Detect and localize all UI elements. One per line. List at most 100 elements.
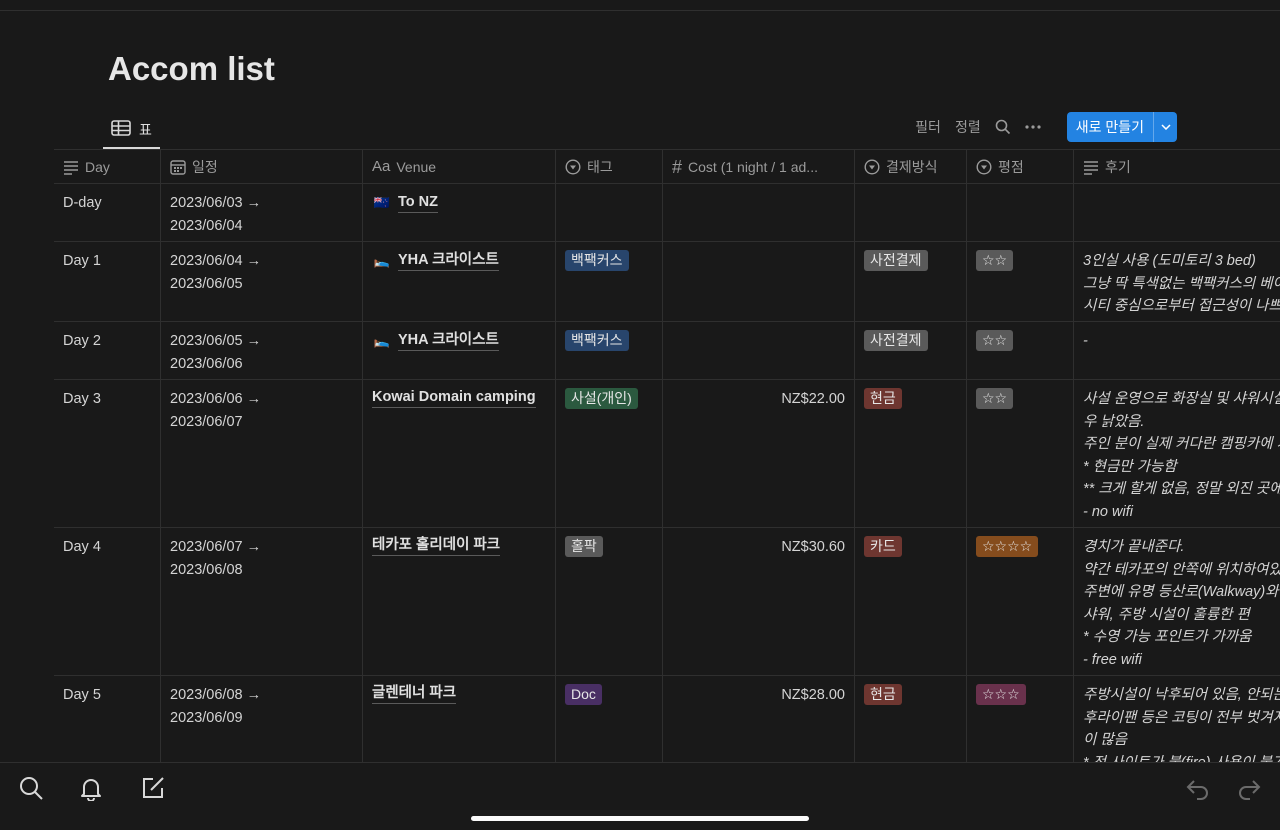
cell-rating[interactable]: ☆☆☆ <box>967 676 1074 795</box>
cell-payment[interactable]: 사전결제 <box>855 322 967 379</box>
column-header-rating[interactable]: 평점 <box>967 150 1074 183</box>
search-icon[interactable] <box>18 775 44 806</box>
cell-day[interactable]: Day 1 <box>54 242 161 321</box>
cell-cost[interactable]: NZ$22.00 <box>663 380 855 527</box>
redo-icon[interactable] <box>1236 775 1262 806</box>
venue-link[interactable]: 글렌테너 파크 <box>372 684 546 704</box>
venue-link[interactable]: 🛌 YHA 크라이스트 <box>372 250 546 273</box>
date-start: 2023/06/05 → <box>170 333 262 349</box>
cell-payment[interactable]: 현금 <box>855 676 967 795</box>
cell-cost[interactable] <box>663 242 855 321</box>
cell-tag[interactable]: 홀팍 <box>556 528 663 675</box>
venue-link[interactable]: 🛌 YHA 크라이스트 <box>372 330 546 353</box>
column-header-day[interactable]: Day <box>54 150 161 183</box>
table-row[interactable]: D-day 2023/06/03 → 2023/06/04 🇳🇿 To NZ <box>54 184 1280 242</box>
cell-venue[interactable]: 🛌 YHA 크라이스트 <box>363 242 556 321</box>
undo-icon[interactable] <box>1185 775 1211 806</box>
column-header-payment[interactable]: 결제방식 <box>855 150 967 183</box>
review-line: 후라이팬 등은 코팅이 전부 벗겨지 <box>1083 709 1280 726</box>
cell-payment[interactable]: 사전결제 <box>855 242 967 321</box>
cell-rating[interactable] <box>967 184 1074 241</box>
table-row[interactable]: Day 1 2023/06/04 → 2023/06/05 🛌 YHA 크라이스트 백팩커… <box>54 242 1280 322</box>
payment-badge: 현금 <box>864 684 902 705</box>
column-header-schedule[interactable]: 일정 <box>161 150 363 183</box>
cell-payment[interactable]: 카드 <box>855 528 967 675</box>
cell-venue[interactable]: 🛌 YHA 크라이스트 <box>363 322 556 379</box>
review-line: 시티 중심으로부터 접근성이 나쁘지 <box>1083 298 1280 314</box>
table-body: D-day 2023/06/03 → 2023/06/04 🇳🇿 To NZ Day 1 2… <box>54 184 1280 796</box>
column-label: Day <box>85 158 110 175</box>
cell-schedule[interactable]: 2023/06/03 → 2023/06/04 <box>161 184 363 241</box>
payment-badge: 카드 <box>864 536 902 557</box>
tag-badge: 백팩커스 <box>565 250 629 271</box>
date-end: 2023/06/06 <box>170 355 243 372</box>
table-row[interactable]: Day 4 2023/06/07 → 2023/06/08 테카포 홀리데이 파크 홀팍… <box>54 528 1280 676</box>
cell-tag[interactable]: 백팩커스 <box>556 242 663 321</box>
cell-review[interactable]: 사설 운영으로 화장실 및 샤워시설 우 낡았음. 주인 분이 실제 커다란 캠핑카… <box>1074 380 1280 527</box>
review-line: 그냥 딱 특색없는 백팩커스의 베이 <box>1083 275 1280 292</box>
cell-venue[interactable]: 테카포 홀리데이 파크 <box>363 528 556 675</box>
cell-tag[interactable] <box>556 184 663 241</box>
cell-cost[interactable] <box>663 184 855 241</box>
cell-cost[interactable]: NZ$30.60 <box>663 528 855 675</box>
table-row[interactable]: Day 3 2023/06/06 → 2023/06/07 Kowai Domain … <box>54 380 1280 528</box>
search-icon[interactable] <box>995 119 1011 135</box>
compose-icon[interactable] <box>140 775 166 806</box>
cost-value: NZ$28.00 <box>781 687 845 703</box>
cell-review[interactable]: - <box>1074 322 1280 379</box>
tag-badge: 백팩커스 <box>565 330 629 351</box>
cell-review[interactable] <box>1074 184 1280 241</box>
cell-tag[interactable]: Doc <box>556 676 663 795</box>
column-header-review[interactable]: 후기 <box>1074 150 1280 183</box>
column-header-venue[interactable]: Aa Venue <box>363 150 556 183</box>
column-label: 태그 <box>587 158 613 175</box>
cell-schedule[interactable]: 2023/06/05 → 2023/06/06 <box>161 322 363 379</box>
cell-schedule[interactable]: 2023/06/08 → 2023/06/09 <box>161 676 363 795</box>
cell-tag[interactable]: 사설(개인) <box>556 380 663 527</box>
cell-review[interactable]: 경치가 끝내준다. 약간 테카포의 안쪽에 위치하여있었 주변에 유명 등산로(Wa… <box>1074 528 1280 675</box>
cell-venue[interactable]: 글렌테너 파크 <box>363 676 556 795</box>
cell-payment[interactable] <box>855 184 967 241</box>
tab-table-view[interactable]: 표 <box>103 112 160 149</box>
column-header-cost[interactable]: # Cost (1 night / 1 ad... <box>663 150 855 183</box>
cell-day[interactable]: Day 5 <box>54 676 161 795</box>
filter-button[interactable]: 필터 <box>915 119 941 135</box>
cell-day[interactable]: Day 2 <box>54 322 161 379</box>
rating-badge: ☆☆☆ <box>976 684 1026 705</box>
cell-rating[interactable]: ☆☆ <box>967 322 1074 379</box>
cell-day[interactable]: D-day <box>54 184 161 241</box>
day-value: Day 3 <box>63 391 101 407</box>
cell-review[interactable]: 3인실 사용 (도미토리 3 bed) 그냥 딱 특색없는 백팩커스의 베이 시티 … <box>1074 242 1280 321</box>
date-start: 2023/06/03 → <box>170 195 262 211</box>
cell-day[interactable]: Day 4 <box>54 528 161 675</box>
cell-rating[interactable]: ☆☆☆☆ <box>967 528 1074 675</box>
sort-button[interactable]: 정렬 <box>954 119 981 135</box>
cell-tag[interactable]: 백팩커스 <box>556 322 663 379</box>
cell-schedule[interactable]: 2023/06/06 → 2023/06/07 <box>161 380 363 527</box>
table-row[interactable]: Day 2 2023/06/05 → 2023/06/06 🛌 YHA 크라이스트 백팩커… <box>54 322 1280 380</box>
column-header-tag[interactable]: 태그 <box>556 150 663 183</box>
new-button[interactable]: 새로 만들기 <box>1075 119 1144 135</box>
bell-icon[interactable] <box>78 775 104 806</box>
cell-day[interactable]: Day 3 <box>54 380 161 527</box>
venue-link[interactable]: 테카포 홀리데이 파크 <box>372 536 546 556</box>
venue-emoji-icon: 🛌 <box>373 333 391 348</box>
cell-payment[interactable]: 현금 <box>855 380 967 527</box>
cell-venue[interactable]: 🇳🇿 To NZ <box>363 184 556 241</box>
cell-schedule[interactable]: 2023/06/04 → 2023/06/05 <box>161 242 363 321</box>
cell-schedule[interactable]: 2023/06/07 → 2023/06/08 <box>161 528 363 675</box>
review-line: 경치가 끝내준다. <box>1083 539 1185 555</box>
new-button-group: 새로 만들기 <box>1066 112 1177 142</box>
cell-venue[interactable]: Kowai Domain camping <box>363 380 556 527</box>
tab-label: 표 <box>139 121 152 138</box>
cell-rating[interactable]: ☆☆ <box>967 242 1074 321</box>
cell-cost[interactable] <box>663 322 855 379</box>
rating-badge: ☆☆ <box>976 330 1014 351</box>
date-end: 2023/06/04 <box>170 217 243 234</box>
chevron-down-icon[interactable] <box>1153 112 1177 142</box>
venue-link[interactable]: 🇳🇿 To NZ <box>372 192 546 215</box>
more-icon[interactable] <box>1025 125 1041 129</box>
cell-cost[interactable]: NZ$28.00 <box>663 676 855 795</box>
cell-rating[interactable]: ☆☆ <box>967 380 1074 527</box>
venue-link[interactable]: Kowai Domain camping <box>372 388 546 408</box>
